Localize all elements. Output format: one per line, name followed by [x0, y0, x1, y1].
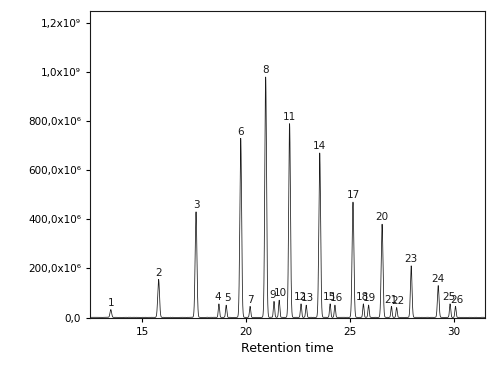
- Text: 17: 17: [346, 190, 360, 200]
- Text: 15: 15: [322, 292, 336, 302]
- Text: 11: 11: [283, 112, 296, 122]
- Text: 19: 19: [363, 293, 376, 303]
- Text: 3: 3: [192, 200, 200, 210]
- Text: 5: 5: [224, 293, 231, 303]
- Text: 26: 26: [450, 295, 464, 304]
- Text: 6: 6: [238, 127, 244, 137]
- Text: 2: 2: [156, 268, 162, 277]
- Text: 22: 22: [392, 296, 404, 306]
- Text: 7: 7: [247, 295, 254, 304]
- X-axis label: Retention time: Retention time: [241, 342, 334, 355]
- Text: 12: 12: [294, 292, 306, 302]
- Text: 1: 1: [108, 298, 114, 308]
- Text: 10: 10: [274, 288, 287, 299]
- Text: 9: 9: [270, 290, 276, 300]
- Text: 13: 13: [300, 293, 314, 303]
- Text: 20: 20: [376, 212, 388, 222]
- Text: 18: 18: [356, 292, 369, 302]
- Text: 4: 4: [214, 292, 221, 302]
- Text: 14: 14: [313, 141, 326, 151]
- Text: 24: 24: [432, 274, 445, 284]
- Text: 21: 21: [384, 295, 397, 304]
- Text: 23: 23: [404, 254, 418, 264]
- Text: 16: 16: [330, 293, 343, 303]
- Text: 8: 8: [262, 65, 269, 75]
- Text: 25: 25: [442, 292, 455, 302]
